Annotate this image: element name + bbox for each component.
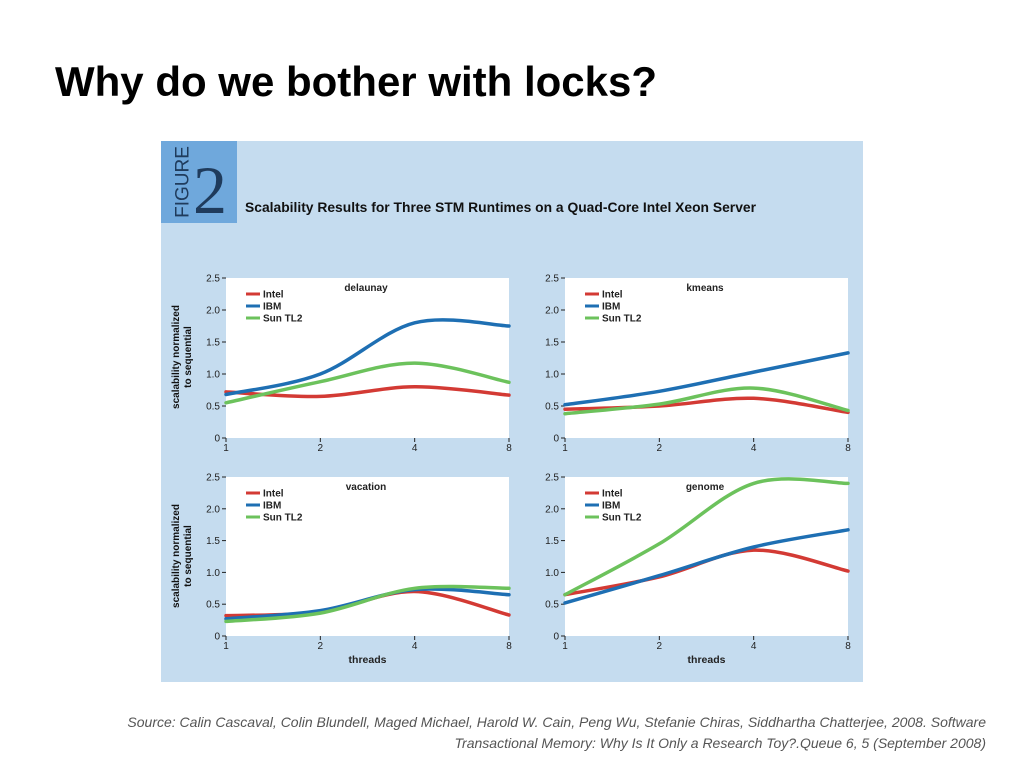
y-tick-label: 0 xyxy=(214,434,220,445)
y-tick-label: 0.5 xyxy=(545,402,559,413)
x-tick-label: 1 xyxy=(223,443,229,454)
series-line-sun-tl2 xyxy=(563,386,850,416)
y-tick-label: 2.5 xyxy=(206,473,220,484)
plot-area xyxy=(565,278,848,438)
legend-label-sun-tl2: Sun TL2 xyxy=(602,314,642,325)
legend-label-intel: Intel xyxy=(263,489,284,500)
y-tick-label: 2.5 xyxy=(545,274,559,285)
y-tick-label: 0.5 xyxy=(545,600,559,611)
y-tick-label: 1.0 xyxy=(545,568,559,579)
x-axis-label: threads xyxy=(349,654,387,666)
x-tick-label: 1 xyxy=(562,641,568,652)
y-tick-label: 1.0 xyxy=(206,370,220,381)
series-line-ibm xyxy=(224,318,511,397)
y-axis-label-bottom-1: scalability normalized xyxy=(171,504,182,608)
y-axis-label-top-2: to sequential xyxy=(183,326,194,388)
y-tick-label: 2.5 xyxy=(545,473,559,484)
legend-label-ibm: IBM xyxy=(602,501,620,512)
legend-label-intel: Intel xyxy=(602,290,623,301)
y-axis-label-bottom-2: to sequential xyxy=(183,525,194,587)
series-line-ibm xyxy=(563,351,850,407)
legend-label-sun-tl2: Sun TL2 xyxy=(602,513,642,524)
y-tick-label: 2.5 xyxy=(206,274,220,285)
y-tick-label: 2.0 xyxy=(206,306,220,317)
x-tick-label: 2 xyxy=(657,443,663,454)
y-tick-label: 0.5 xyxy=(206,402,220,413)
y-tick-label: 0.5 xyxy=(206,600,220,611)
plot-area xyxy=(226,278,509,438)
panel-title: kmeans xyxy=(686,283,724,294)
panel-title: genome xyxy=(686,482,725,493)
series-line-sun-tl2 xyxy=(224,584,511,624)
series-line-intel xyxy=(563,396,850,415)
figure-badge-word: FIGURE xyxy=(173,146,194,218)
y-tick-label: 1.5 xyxy=(545,338,559,349)
figure-badge xyxy=(161,141,237,223)
plot-area xyxy=(226,477,509,636)
legend-label-ibm: IBM xyxy=(263,302,281,313)
x-tick-label: 4 xyxy=(412,443,418,454)
panel-title: vacation xyxy=(346,482,387,493)
x-tick-label: 4 xyxy=(751,443,757,454)
x-tick-label: 1 xyxy=(223,641,229,652)
legend-label-sun-tl2: Sun TL2 xyxy=(263,314,303,325)
x-axis-label: threads xyxy=(688,654,726,666)
x-tick-label: 8 xyxy=(506,443,512,454)
slide-title: Why do we bother with locks? xyxy=(55,58,658,105)
series-line-sun-tl2 xyxy=(563,477,850,597)
y-tick-label: 1.5 xyxy=(206,536,220,547)
y-tick-label: 2.0 xyxy=(206,504,220,515)
x-tick-label: 8 xyxy=(506,641,512,652)
y-tick-label: 1.5 xyxy=(545,536,559,547)
y-tick-label: 1.0 xyxy=(206,568,220,579)
figure-badge-number: 2 xyxy=(193,152,227,228)
y-tick-label: 0 xyxy=(553,434,559,445)
y-tick-label: 2.0 xyxy=(545,306,559,317)
x-tick-label: 8 xyxy=(845,641,851,652)
source-citation: Source: Calin Cascaval, Colin Blundell, … xyxy=(40,712,986,754)
series-line-ibm xyxy=(563,528,850,605)
x-tick-label: 1 xyxy=(562,443,568,454)
y-tick-label: 1.5 xyxy=(206,338,220,349)
source-line-1: Source: Calin Cascaval, Colin Blundell, … xyxy=(127,714,986,730)
y-tick-label: 1.0 xyxy=(545,370,559,381)
legend-label-intel: Intel xyxy=(602,489,623,500)
panel-title: delaunay xyxy=(344,283,388,294)
y-tick-label: 0 xyxy=(553,632,559,643)
legend-label-ibm: IBM xyxy=(602,302,620,313)
series-line-sun-tl2 xyxy=(224,361,511,405)
legend-label-intel: Intel xyxy=(263,290,284,301)
legend-label-sun-tl2: Sun TL2 xyxy=(263,513,303,524)
x-tick-label: 4 xyxy=(412,641,418,652)
y-tick-label: 0 xyxy=(214,632,220,643)
x-tick-label: 2 xyxy=(318,641,324,652)
x-tick-label: 8 xyxy=(845,443,851,454)
x-tick-label: 4 xyxy=(751,641,757,652)
source-line-2: Transactional Memory: Why Is It Only a R… xyxy=(454,735,986,751)
figure-2-chart: FIGURE 2 Scalability Results for Three S… xyxy=(161,141,863,682)
x-tick-label: 2 xyxy=(318,443,324,454)
legend-label-ibm: IBM xyxy=(263,501,281,512)
y-tick-label: 2.0 xyxy=(545,504,559,515)
figure-title: Scalability Results for Three STM Runtim… xyxy=(245,200,757,215)
y-axis-label-top-1: scalability normalized xyxy=(171,305,182,409)
x-tick-label: 2 xyxy=(657,641,663,652)
